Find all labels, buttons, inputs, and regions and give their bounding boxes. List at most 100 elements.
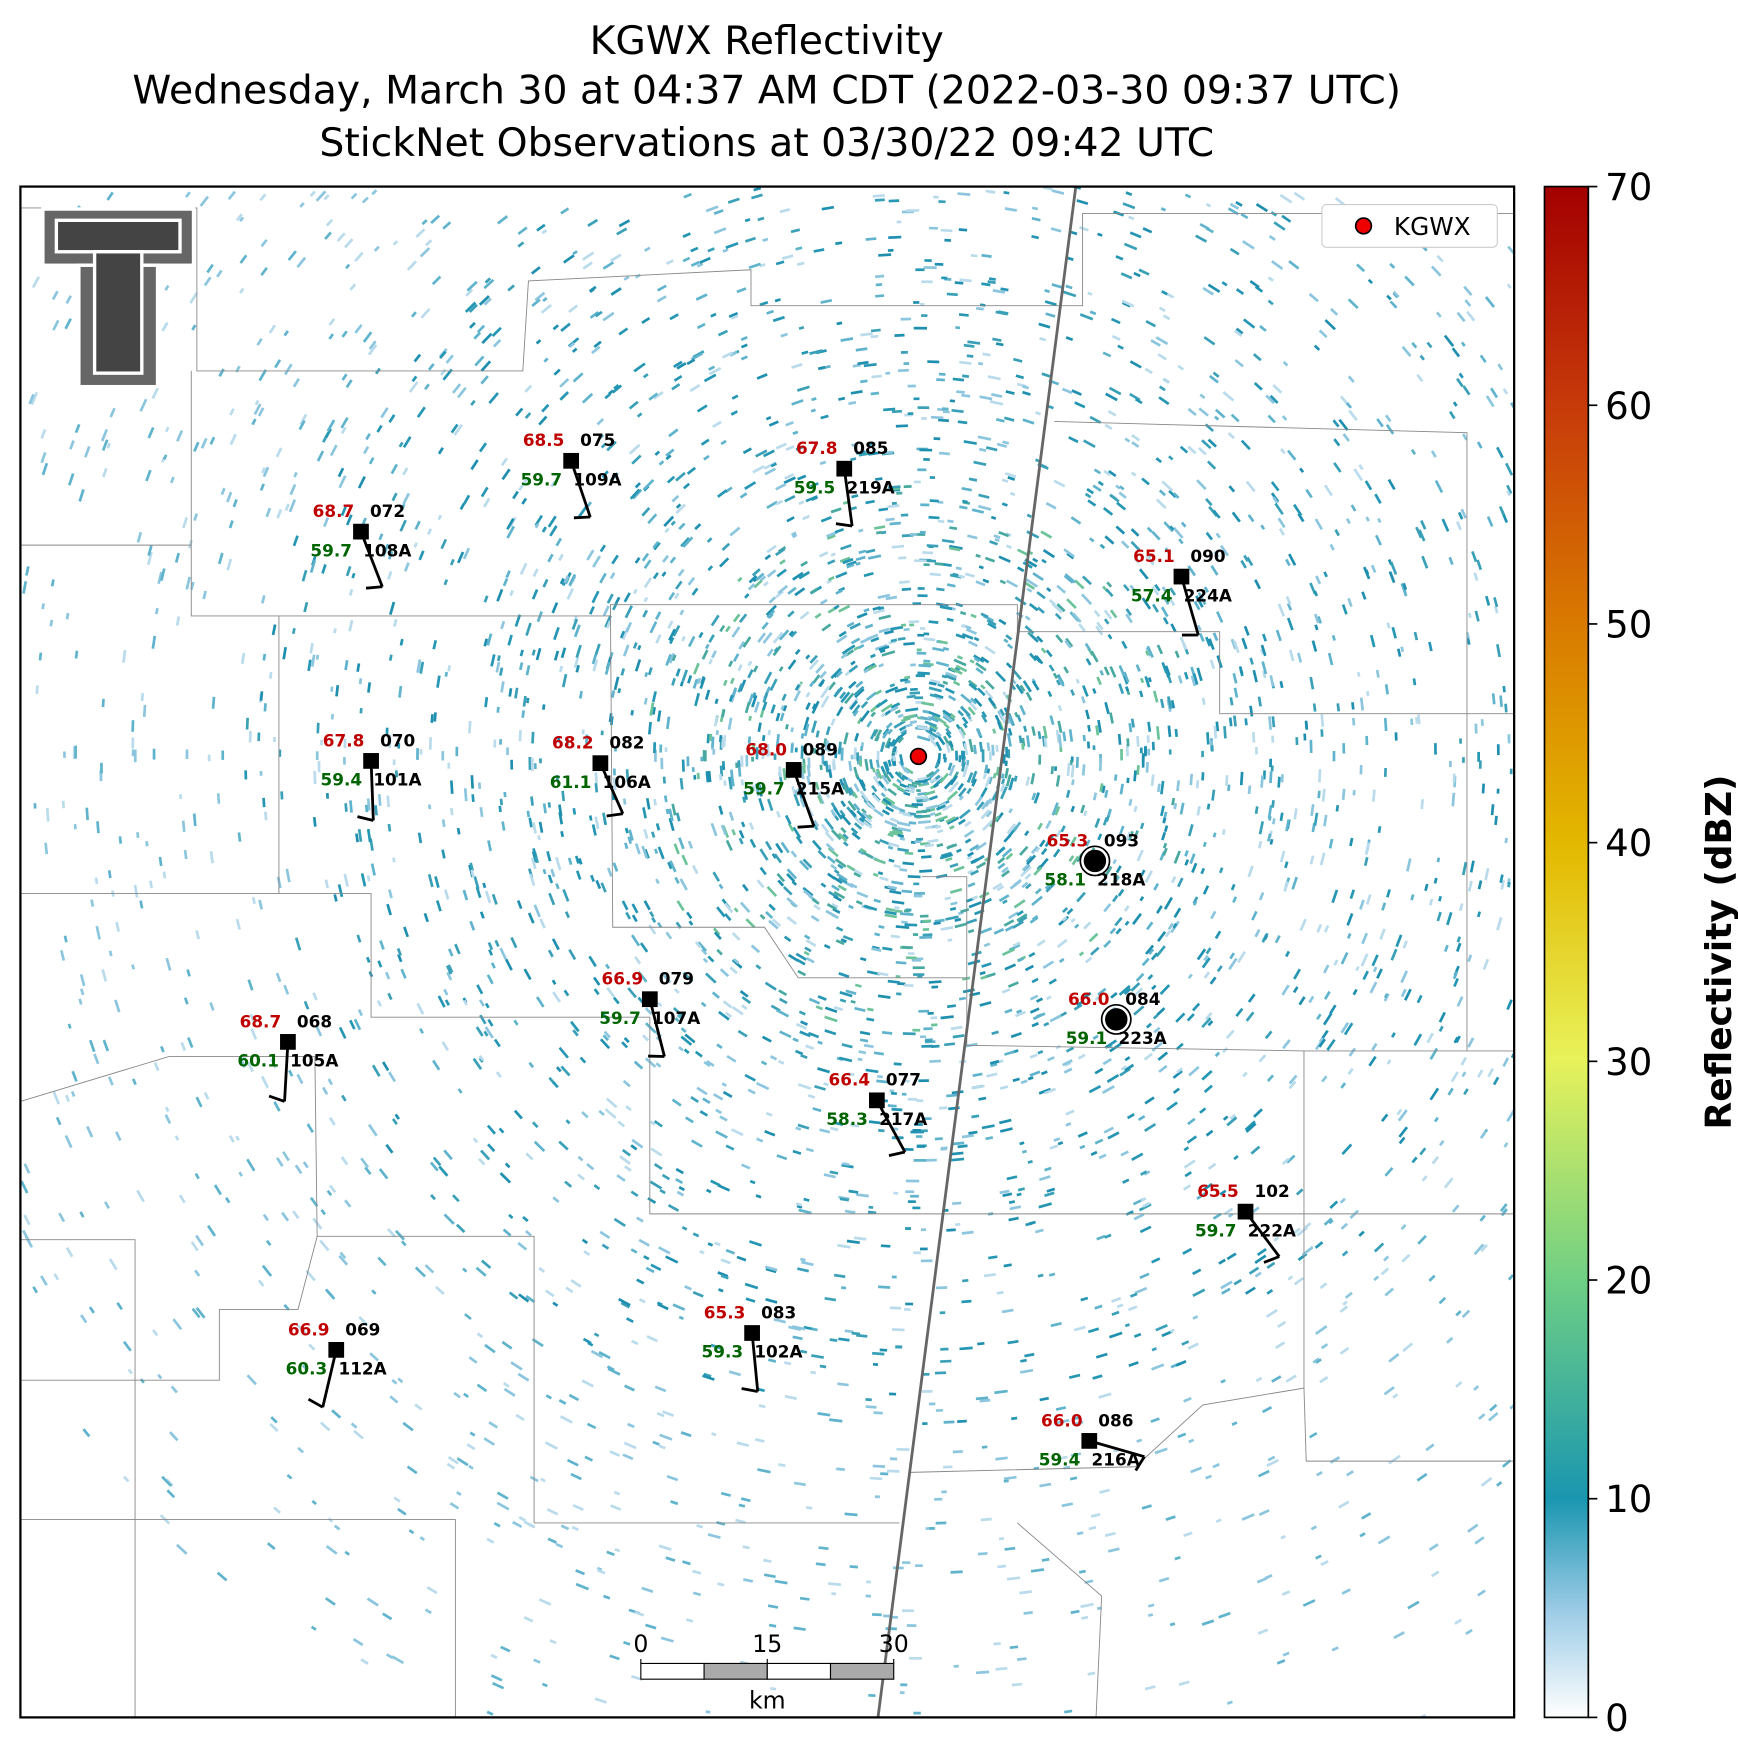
echo — [402, 436, 412, 449]
echo — [811, 397, 817, 402]
echo — [1063, 1067, 1073, 1074]
echo — [631, 1138, 644, 1149]
echo — [1323, 814, 1328, 827]
echo — [175, 616, 181, 626]
echo — [967, 869, 974, 875]
echo — [727, 717, 733, 730]
echo — [496, 655, 501, 662]
echo — [1254, 806, 1259, 815]
dewpoint: 58.3 — [826, 1109, 868, 1129]
echo — [1054, 806, 1061, 816]
echo — [371, 189, 378, 196]
echo — [1372, 966, 1378, 973]
echo — [913, 326, 928, 330]
echo — [262, 1213, 270, 1222]
echo — [1254, 579, 1262, 590]
echo — [837, 884, 847, 892]
echo — [887, 248, 894, 252]
echo — [370, 863, 376, 876]
echo — [773, 1317, 786, 1324]
echo — [684, 1116, 694, 1124]
echo — [647, 1197, 657, 1204]
echo — [934, 812, 942, 817]
echo — [740, 336, 748, 342]
echo — [888, 858, 895, 863]
echo — [944, 1042, 955, 1047]
echo — [953, 658, 967, 667]
echo — [666, 475, 676, 484]
wind-barb — [365, 585, 383, 590]
echo — [256, 338, 263, 346]
echo — [106, 442, 111, 449]
echo — [1107, 808, 1112, 817]
echo — [676, 362, 687, 370]
echo — [1207, 283, 1221, 293]
echo — [486, 1710, 494, 1716]
echo — [712, 420, 722, 429]
echo — [283, 984, 290, 995]
echo — [653, 390, 664, 400]
echo — [513, 1109, 523, 1120]
echo — [1373, 1242, 1385, 1253]
echo — [1315, 1358, 1322, 1364]
echo — [1104, 535, 1115, 545]
echo — [555, 856, 562, 871]
echo — [410, 311, 417, 318]
echo — [1104, 1233, 1112, 1239]
echo — [856, 818, 865, 827]
echo — [780, 841, 790, 854]
echo — [1368, 1055, 1377, 1067]
station-id: 216A — [1092, 1450, 1140, 1470]
echo — [528, 1061, 535, 1069]
echo — [323, 517, 330, 528]
echo — [877, 971, 889, 977]
map-frame — [19, 185, 1516, 1719]
echo — [1076, 199, 1089, 206]
echo — [1048, 664, 1055, 672]
echo — [1003, 1263, 1012, 1268]
echo — [1109, 712, 1114, 724]
echo — [478, 1057, 484, 1063]
echo — [486, 974, 494, 985]
echo — [767, 1604, 779, 1609]
station-marker — [353, 523, 369, 540]
echo — [1117, 888, 1125, 897]
echo — [1313, 613, 1320, 624]
echo — [1040, 1070, 1048, 1076]
echo — [259, 193, 267, 202]
echo — [681, 1226, 688, 1231]
echo — [1173, 802, 1178, 810]
echo — [999, 1085, 1009, 1090]
echo — [560, 1524, 570, 1531]
echo — [1418, 529, 1426, 542]
echo — [643, 577, 653, 589]
echo — [1004, 416, 1015, 422]
echo — [1323, 925, 1330, 933]
echo — [885, 371, 891, 375]
echo — [655, 823, 661, 831]
echo — [1202, 841, 1207, 848]
echo — [1165, 670, 1170, 678]
echo — [239, 1057, 247, 1068]
echo — [609, 472, 619, 482]
echo — [857, 643, 865, 650]
echo — [859, 1030, 871, 1036]
echo — [780, 705, 785, 711]
echo — [1025, 691, 1033, 702]
echo — [1073, 1003, 1083, 1011]
echo — [808, 997, 821, 1005]
echo — [1429, 1047, 1439, 1060]
echo — [737, 763, 742, 777]
echo — [909, 623, 915, 627]
echo — [468, 1356, 478, 1364]
echo — [842, 833, 849, 840]
echo — [1004, 925, 1015, 932]
echo — [1162, 616, 1169, 625]
echo — [1124, 1056, 1131, 1062]
echo — [578, 857, 583, 865]
echo — [796, 958, 806, 966]
echo — [411, 375, 418, 383]
echo — [899, 837, 906, 841]
echo — [1428, 1274, 1436, 1282]
echo — [1085, 839, 1091, 847]
